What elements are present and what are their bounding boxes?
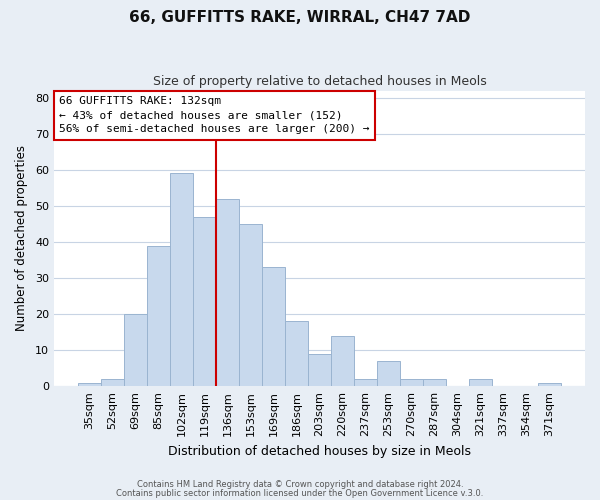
Bar — [423, 379, 446, 386]
Bar — [216, 198, 239, 386]
Bar — [262, 267, 285, 386]
Bar — [377, 361, 400, 386]
Bar — [193, 216, 216, 386]
Text: 66, GUFFITTS RAKE, WIRRAL, CH47 7AD: 66, GUFFITTS RAKE, WIRRAL, CH47 7AD — [130, 10, 470, 25]
Bar — [285, 322, 308, 386]
Bar — [170, 174, 193, 386]
Y-axis label: Number of detached properties: Number of detached properties — [15, 146, 28, 332]
Title: Size of property relative to detached houses in Meols: Size of property relative to detached ho… — [152, 75, 487, 88]
Bar — [78, 382, 101, 386]
Bar — [308, 354, 331, 386]
Bar — [331, 336, 354, 386]
X-axis label: Distribution of detached houses by size in Meols: Distribution of detached houses by size … — [168, 444, 471, 458]
Bar — [101, 379, 124, 386]
Bar — [354, 379, 377, 386]
Bar — [147, 246, 170, 386]
Bar — [400, 379, 423, 386]
Bar — [124, 314, 147, 386]
Bar — [239, 224, 262, 386]
Text: Contains public sector information licensed under the Open Government Licence v.: Contains public sector information licen… — [116, 488, 484, 498]
Bar — [469, 379, 492, 386]
Text: Contains HM Land Registry data © Crown copyright and database right 2024.: Contains HM Land Registry data © Crown c… — [137, 480, 463, 489]
Bar — [538, 382, 561, 386]
Text: 66 GUFFITTS RAKE: 132sqm
← 43% of detached houses are smaller (152)
56% of semi-: 66 GUFFITTS RAKE: 132sqm ← 43% of detach… — [59, 96, 370, 134]
